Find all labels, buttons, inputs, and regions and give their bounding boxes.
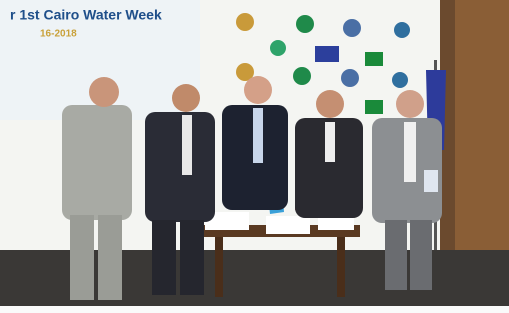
border <box>0 306 509 313</box>
name-card <box>266 216 310 234</box>
table-leg <box>215 237 223 297</box>
banner-dates: 16-2018 <box>40 29 77 40</box>
table-leg <box>337 237 345 297</box>
page: {"banner": {"title": "r 1st Cairo Water … <box>0 0 509 313</box>
banner-title: r 1st Cairo Water Week <box>10 7 162 23</box>
photo: r 1st Cairo Water Week 16-2018 <box>0 0 509 313</box>
wood-panel <box>455 0 509 260</box>
